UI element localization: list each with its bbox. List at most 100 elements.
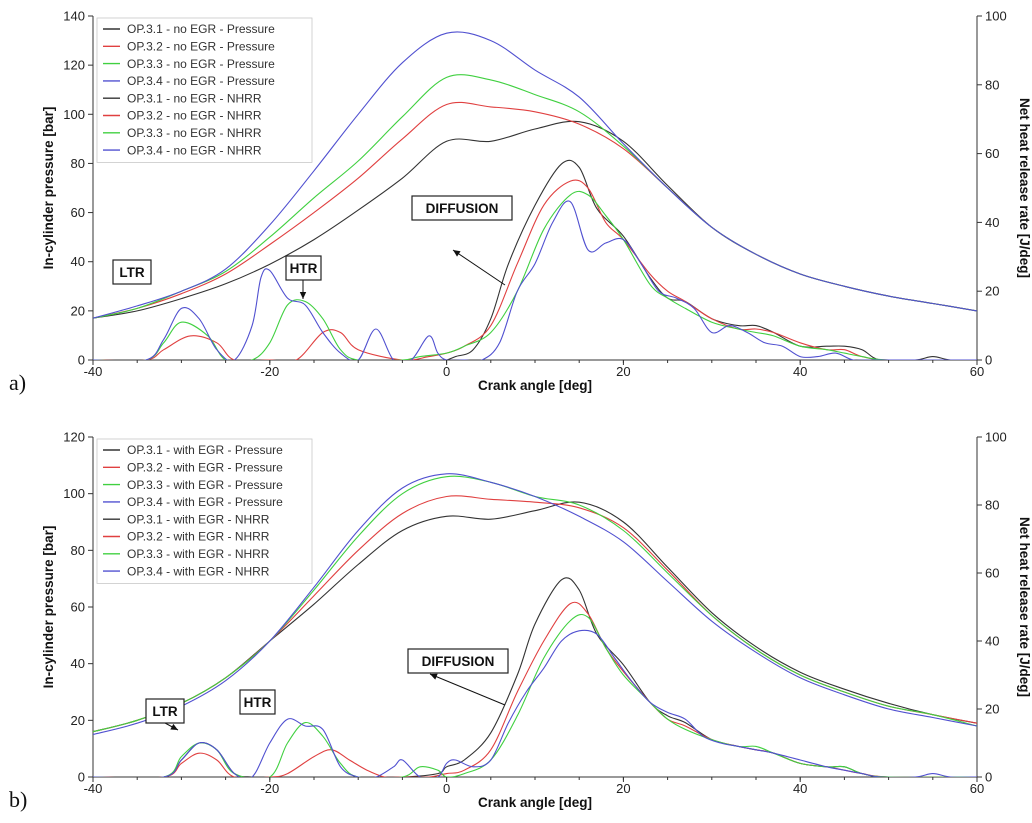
x-tick-label: 40 [793, 781, 807, 796]
annotation-leader [429, 673, 506, 706]
y2-tick-label: 100 [985, 430, 1007, 445]
legend-entry: OP.3.4 - no EGR - NHRR [127, 143, 262, 157]
series-line-op-3-1-no-egr-nhrr [93, 159, 977, 360]
annotation-arrowhead [453, 250, 461, 257]
y2-axis-label: Net heat release rate [J/deg] [1017, 517, 1032, 697]
legend: OP.3.1 - no EGR - Pressure OP.3.2 - no EG… [96, 17, 313, 163]
legend-entry: OP.3.2 - with EGR - NHRR [127, 530, 270, 544]
x-tick-label: 40 [793, 364, 807, 379]
annotation-ltr: LTR [112, 259, 152, 285]
annotation-htr: HTR [239, 689, 276, 715]
legend-entry: OP.3.4 - with EGR - Pressure [127, 495, 283, 509]
chart-panel-a: -40 -20 0 20 40 60020406080100120140020406080… [9, 9, 1032, 396]
annotation-box [407, 648, 509, 674]
annotation-box [411, 195, 513, 221]
legend-entry: OP.3.4 - with EGR - NHRR [127, 564, 270, 578]
annotation-arrowhead [170, 723, 178, 730]
x-tick-label: 20 [616, 781, 630, 796]
legend-entry: OP.3.1 - no EGR - Pressure [127, 22, 275, 36]
y2-tick-label: 40 [985, 634, 999, 649]
y-tick-label: 140 [63, 9, 85, 24]
annotation-leader [452, 249, 506, 286]
annotation-box [285, 255, 322, 281]
legend-entry: OP.3.2 - no EGR - Pressure [127, 40, 275, 54]
legend-entry: OP.3.4 - no EGR - Pressure [127, 74, 275, 88]
plot-area [93, 473, 977, 777]
series-line-op-3-3-no-egr-nhrr [93, 190, 977, 360]
series-line-op-3-4-with-egr-nhrr [93, 629, 977, 777]
legend-box [96, 438, 313, 584]
y-tick-label: 80 [71, 156, 85, 171]
y-tick-label: 20 [71, 713, 85, 728]
x-tick-label: 60 [970, 364, 984, 379]
annotation-htr: HTR [285, 255, 322, 299]
plot-area [93, 31, 977, 360]
x-tick-label: 0 [443, 364, 450, 379]
legend-entry: OP.3.1 - with EGR - Pressure [127, 443, 283, 457]
y-tick-label: 40 [71, 656, 85, 671]
series-line-op-3-2-no-egr-nhrr [93, 179, 977, 360]
y-tick-label: 60 [71, 205, 85, 220]
annotation-box [112, 259, 152, 285]
legend-entry: OP.3.2 - with EGR - Pressure [127, 461, 283, 475]
series-line-op-3-4-no-egr-nhrr [93, 200, 977, 360]
annotation-diffusion: DIFFUSION [411, 195, 513, 286]
annotation-box [239, 689, 276, 715]
legend-entry: OP.3.1 - no EGR - NHRR [127, 91, 262, 105]
legend-entry: OP.3.3 - with EGR - Pressure [127, 478, 283, 492]
series-line-op-3-2-with-egr-nhrr [93, 601, 977, 777]
y-tick-label: 40 [71, 254, 85, 269]
legend-entry: OP.3.3 - no EGR - NHRR [127, 126, 262, 140]
x-tick-label: 20 [616, 364, 630, 379]
series-line-op-3-4-no-egr-pressure [93, 31, 977, 319]
y2-tick-label: 20 [985, 702, 999, 717]
annotation-box [145, 698, 185, 724]
annotation-label: HTR [290, 261, 318, 276]
annotation-arrowhead [430, 673, 438, 680]
x-tick-label: -20 [260, 781, 279, 796]
x-tick-label: -40 [84, 364, 103, 379]
annotation-arrowhead [299, 292, 307, 299]
y-tick-label: 100 [63, 107, 85, 122]
annotation-label: DIFFUSION [422, 654, 495, 669]
chart-panel-b: -40 -20 0 20 40 60020406080100120020406080100… [9, 430, 1032, 813]
x-tick-label: 0 [443, 781, 450, 796]
y-tick-label: 120 [63, 430, 85, 445]
annotation-label: LTR [152, 704, 177, 719]
legend-entry: OP.3.1 - with EGR - NHRR [127, 512, 270, 526]
panel-label: a) [9, 370, 26, 395]
y2-tick-label: 80 [985, 77, 999, 92]
y2-tick-label: 80 [985, 498, 999, 513]
legend-entry: OP.3.2 - no EGR - NHRR [127, 109, 262, 123]
y-axis-label: In-cylinder pressure [bar] [41, 107, 56, 270]
y2-tick-label: 0 [985, 353, 992, 368]
y2-tick-label: 0 [985, 770, 992, 785]
y2-tick-label: 60 [985, 566, 999, 581]
y-axis-label: In-cylinder pressure [bar] [41, 526, 56, 689]
y2-tick-label: 100 [985, 9, 1007, 24]
y2-tick-label: 40 [985, 215, 999, 230]
legend-box [96, 17, 313, 163]
y-tick-label: 120 [63, 58, 85, 73]
annotation-label: DIFFUSION [426, 201, 499, 216]
y-tick-label: 20 [71, 303, 85, 318]
annotation-label: HTR [244, 695, 272, 710]
y2-tick-label: 60 [985, 146, 999, 161]
y-tick-label: 80 [71, 543, 85, 558]
x-axis-label: Crank angle [deg] [478, 795, 592, 810]
y2-tick-label: 20 [985, 284, 999, 299]
annotation-ltr: LTR [145, 698, 185, 731]
annotation-label: LTR [119, 265, 144, 280]
y-tick-label: 100 [63, 486, 85, 501]
panel-label: b) [9, 787, 27, 812]
x-tick-label: -40 [84, 781, 103, 796]
y-tick-label: 0 [78, 353, 85, 368]
series-line-op-3-3-with-egr-nhrr [93, 613, 977, 777]
legend: OP.3.1 - with EGR - Pressure OP.3.2 - wit… [96, 438, 313, 584]
series-line-op-3-4-with-egr-pressure [93, 473, 977, 736]
x-tick-label: 60 [970, 781, 984, 796]
x-axis-label: Crank angle [deg] [478, 378, 592, 393]
legend-entry: OP.3.3 - no EGR - Pressure [127, 57, 275, 71]
y-tick-label: 60 [71, 600, 85, 615]
